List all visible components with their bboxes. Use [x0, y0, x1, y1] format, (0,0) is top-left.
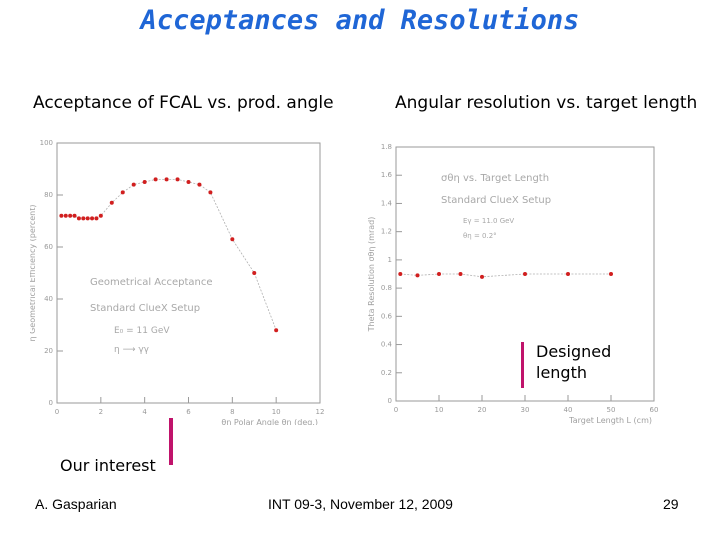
- plot-annotation: Geometrical Acceptance: [90, 277, 213, 288]
- data-point: [186, 180, 191, 184]
- designed-label-line1: Designed: [536, 342, 612, 361]
- data-point: [175, 177, 180, 182]
- data-point: [523, 272, 527, 276]
- data-point: [230, 237, 235, 242]
- y-tick-label: 0: [49, 399, 53, 407]
- data-point: [609, 272, 613, 276]
- plot-annotation: E₀ = 11 GeV: [114, 326, 170, 336]
- x-tick-label: 0: [55, 408, 59, 416]
- x-tick-label: 8: [230, 408, 234, 416]
- x-axis-label: θη Polar Angle θη (deg.): [221, 418, 318, 425]
- data-point: [76, 216, 81, 221]
- y-tick-label: 0.8: [381, 284, 392, 292]
- y-tick-label: 1.4: [381, 199, 393, 207]
- y-axis-label: Theta Resolution σθη (mrad): [367, 217, 376, 333]
- y-tick-label: 1.8: [381, 143, 392, 151]
- data-point: [109, 200, 114, 205]
- plot-annotation: θη = 0.2°: [463, 232, 497, 240]
- x-tick-label: 10: [435, 406, 444, 414]
- data-point: [142, 180, 147, 184]
- data-point: [208, 190, 213, 195]
- data-point: [81, 216, 86, 221]
- data-point: [197, 182, 202, 187]
- data-point: [252, 271, 257, 275]
- data-point: [72, 213, 77, 218]
- data-point: [68, 213, 73, 218]
- x-tick-label: 6: [186, 408, 191, 416]
- x-tick-label: 0: [394, 406, 398, 414]
- data-point: [480, 274, 484, 279]
- data-point: [98, 213, 103, 218]
- y-tick-label: 1.6: [381, 171, 393, 179]
- y-tick-label: 1: [388, 256, 392, 264]
- our-interest-label: Our interest: [60, 456, 156, 475]
- y-tick-label: 60: [44, 243, 53, 251]
- data-point: [566, 272, 570, 276]
- y-tick-label: 0.2: [381, 369, 392, 377]
- data-point: [274, 328, 279, 333]
- slide-title: Acceptances and Resolutions: [140, 5, 580, 36]
- resolution-chart: 0 10 20 30 40 50 6000.20.40.60.811.21.41.61.8 …: [367, 143, 659, 425]
- x-tick-label: 2: [99, 408, 103, 416]
- y-tick-label: 80: [44, 191, 53, 199]
- data-point: [153, 177, 158, 182]
- y-tick-label: 0.6: [381, 312, 393, 320]
- y-tick-label: 1.2: [381, 228, 392, 236]
- series-line: [400, 273, 611, 278]
- series-line: [61, 179, 277, 331]
- data-point: [120, 190, 125, 195]
- y-tick-label: 20: [44, 347, 53, 355]
- x-axis-label: Target Length L (cm): [568, 416, 652, 425]
- plot-annotation: η ⟶ γγ: [114, 345, 150, 355]
- footer-author: A. Gasparian: [35, 496, 117, 512]
- x-tick-label: 10: [272, 408, 281, 416]
- data-point: [437, 272, 441, 276]
- x-tick-label: 30: [521, 406, 530, 414]
- data-point: [458, 272, 463, 276]
- plot-annotation: Eγ = 11.0 GeV: [463, 217, 514, 225]
- x-tick-label: 4: [142, 408, 147, 416]
- data-point: [90, 216, 95, 221]
- left-chart-subtitle: Acceptance of FCAL vs. prod. angle: [33, 93, 334, 113]
- data-point: [94, 216, 99, 221]
- x-tick-label: 20: [478, 406, 487, 414]
- plot-annotation: Standard ClueX Setup: [441, 195, 551, 206]
- footer-event: INT 09-3, November 12, 2009: [268, 496, 453, 512]
- our-interest-arrow: [169, 418, 173, 465]
- data-point: [415, 273, 420, 278]
- plot-annotation: Standard ClueX Setup: [90, 303, 200, 314]
- designed-label-line2: length: [536, 363, 587, 382]
- y-tick-label: 0.4: [381, 341, 393, 349]
- y-axis-label: η Geometrical Efficiency (percent): [30, 204, 37, 341]
- x-tick-label: 50: [607, 406, 616, 414]
- x-tick-label: 12: [316, 408, 325, 416]
- data-point: [398, 272, 403, 276]
- data-point: [85, 216, 90, 221]
- x-tick-label: 60: [650, 406, 659, 414]
- acceptance-chart: 0 2 4 6 8 10 12 0 20 40 60 80 100 Geometrical Accept…: [30, 139, 325, 425]
- plot-annotation: σθη vs. Target Length: [441, 173, 549, 184]
- x-tick-label: 40: [564, 406, 573, 414]
- y-tick-label: 0: [388, 397, 392, 405]
- data-point: [164, 177, 169, 182]
- y-tick-label: 100: [40, 139, 53, 147]
- data-point: [59, 213, 64, 218]
- y-tick-label: 40: [44, 295, 53, 303]
- data-point: [63, 213, 68, 218]
- footer-page: 29: [663, 496, 679, 512]
- designed-length-arrow: [521, 342, 524, 388]
- right-chart-subtitle: Angular resolution vs. target length: [395, 93, 698, 113]
- data-point: [131, 182, 136, 187]
